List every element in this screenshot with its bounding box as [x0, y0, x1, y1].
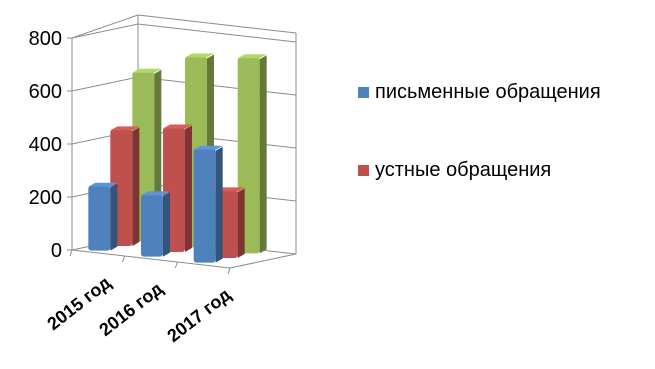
bar-top — [163, 124, 192, 129]
bar-series1 — [193, 145, 223, 263]
bar-side — [215, 146, 223, 263]
x-tick — [174, 261, 178, 269]
floor-right-edge — [229, 253, 297, 269]
legend-swatch — [358, 86, 369, 98]
bar-top — [215, 187, 245, 192]
x-tick-label: 2017 год — [163, 284, 234, 346]
y-tick-label: 800 — [29, 28, 62, 50]
bar-top — [141, 191, 170, 196]
gridline-back — [137, 76, 297, 96]
bar-top — [185, 53, 214, 58]
bar-top — [237, 54, 267, 59]
bar-side — [110, 183, 118, 251]
bar-series1 — [141, 191, 170, 257]
bar-front — [141, 194, 163, 257]
x-tick — [227, 267, 231, 275]
bar-side — [237, 188, 245, 258]
bar-front — [88, 185, 111, 251]
wall-top-edge — [71, 14, 139, 39]
gridline-back — [137, 23, 297, 43]
gridline-back — [137, 129, 297, 149]
y-tick-label: 0 — [51, 240, 62, 262]
bar-front — [193, 148, 216, 263]
chart-bars — [88, 53, 267, 263]
legend-item: письменные обращения — [358, 80, 601, 104]
legend-label: письменные обращения — [375, 80, 601, 103]
gridline-side — [71, 23, 139, 39]
bar-side — [185, 125, 192, 252]
bar-top — [193, 145, 223, 150]
y-tick-label: 600 — [29, 81, 62, 103]
legend-swatch — [358, 164, 369, 176]
gridline-side — [71, 76, 139, 92]
wall-top-edge-right — [137, 14, 297, 34]
bar-side — [132, 127, 140, 246]
chart-legend: письменные обращения устные обращения — [358, 80, 601, 236]
bar-series1 — [88, 182, 118, 251]
bar-top — [88, 182, 118, 187]
bar-side — [259, 55, 267, 254]
bar-top — [132, 68, 162, 73]
y-tick-label: 400 — [29, 134, 62, 156]
y-tick-label: 200 — [29, 187, 62, 209]
legend-label: устные обращения — [375, 158, 552, 181]
x-tick — [69, 249, 73, 257]
legend-item: устные обращения — [358, 158, 601, 182]
x-tick — [122, 255, 126, 263]
bar-top — [110, 126, 140, 131]
x-axis-line — [71, 249, 231, 269]
bar-side — [163, 192, 170, 257]
